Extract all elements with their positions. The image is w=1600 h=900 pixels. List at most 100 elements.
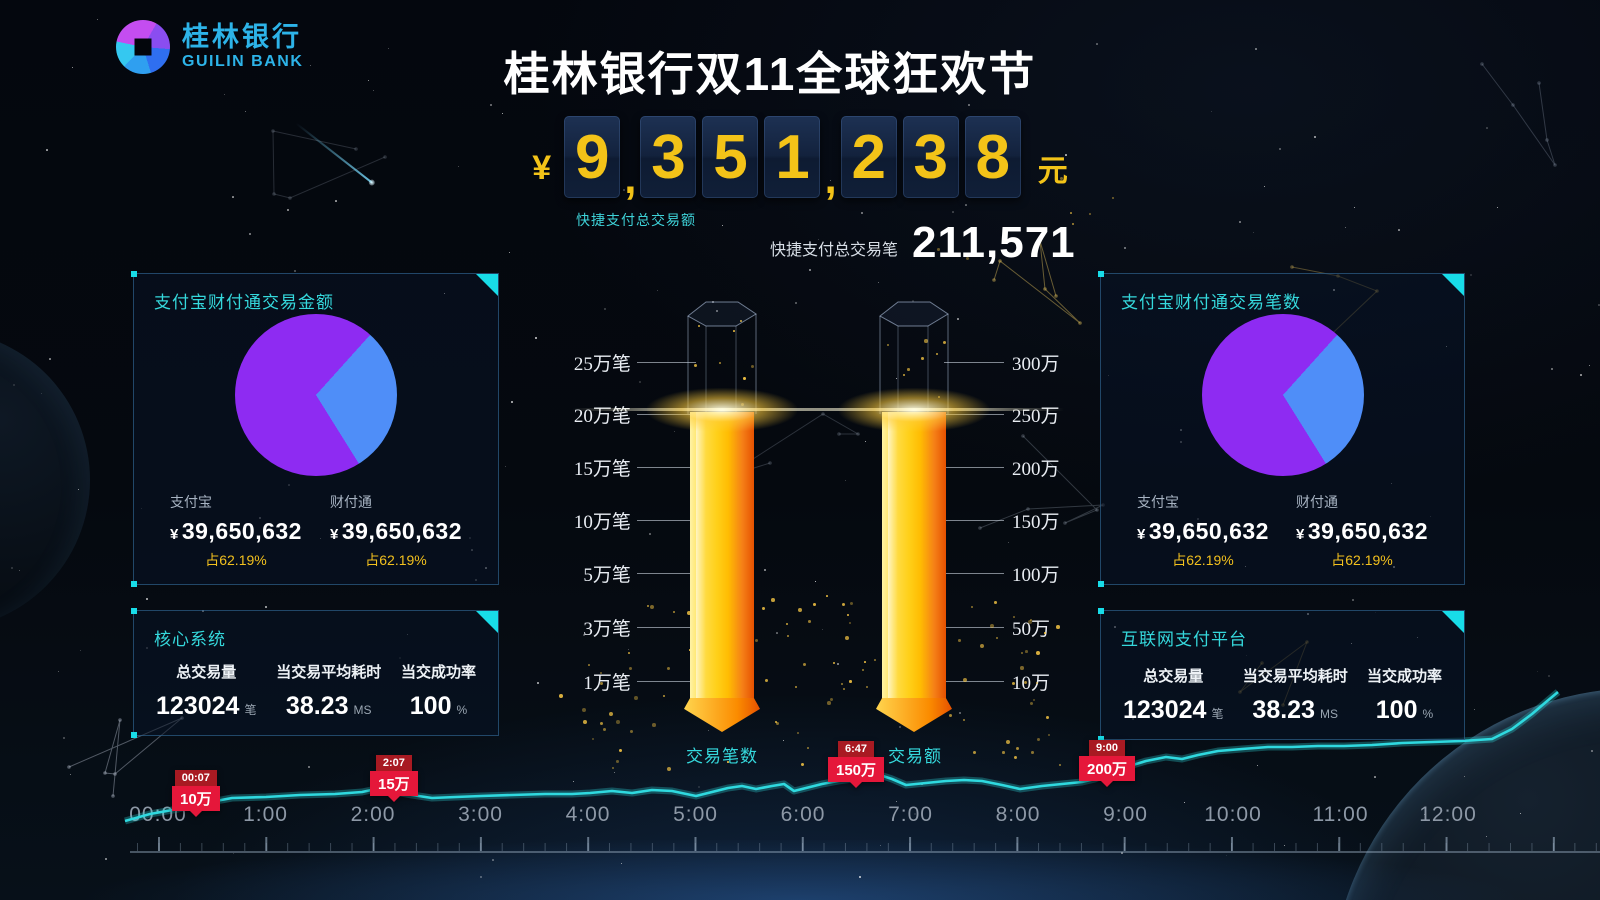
star-dot	[968, 104, 970, 106]
counter-digit: 9	[564, 116, 621, 198]
gold-particle	[1006, 740, 1010, 744]
axis-tick: 1万笔	[548, 670, 696, 694]
gold-particle	[864, 661, 866, 663]
star-dot	[49, 358, 51, 360]
star-dot	[146, 598, 149, 601]
axis-tick: 25万笔	[548, 351, 696, 375]
axis-tick-line	[636, 519, 696, 521]
axis-tick-label: 10万	[1012, 672, 1051, 694]
metric-label: 当交成功率	[1366, 668, 1442, 685]
star-dot	[1548, 675, 1551, 678]
hour-label: 1:00	[243, 803, 288, 826]
marker-tooltip: 9:00 200万	[1079, 740, 1136, 781]
axis-tick: 5万笔	[548, 562, 696, 586]
metric-unit: 笔	[1211, 707, 1224, 721]
star-dot	[63, 737, 65, 739]
axis-tick: 3万笔	[548, 616, 696, 640]
marker-value: 150万	[828, 757, 885, 782]
star-dot	[1345, 227, 1346, 228]
legend-item-tenpay: 财付通 ¥39,650,632 占62.19%	[330, 492, 462, 570]
star-dot	[639, 381, 642, 384]
currency-yen-symbol: ¥	[330, 526, 339, 543]
star-dot	[1589, 365, 1591, 367]
planet-left	[0, 330, 90, 630]
gold-particle	[647, 605, 650, 608]
star-dot	[815, 581, 816, 582]
gold-particle	[830, 698, 834, 702]
gold-particle	[1089, 213, 1092, 216]
star-dot	[722, 225, 723, 226]
bank-globe-icon	[116, 20, 170, 74]
gold-particle	[826, 595, 828, 597]
gold-particle	[1002, 751, 1005, 754]
axis-tick-label: 5万笔	[583, 564, 631, 586]
metric-label: 总交易量	[1143, 668, 1204, 685]
gold-particle	[1030, 702, 1034, 706]
star-dot	[1354, 207, 1355, 208]
legend-value: ¥39,650,632	[1137, 518, 1269, 545]
metric-value: 100	[1375, 696, 1418, 724]
gauge-bar-txn-amount	[764, 296, 1064, 766]
gold-particle	[843, 688, 845, 690]
currency-yen-symbol: ¥	[1137, 526, 1146, 543]
legend-value: ¥39,650,632	[1296, 518, 1428, 545]
metric-unit: %	[1422, 707, 1434, 721]
axis-tick-line	[944, 572, 1004, 574]
gold-particle	[849, 622, 852, 625]
gold-particle	[842, 603, 846, 607]
star-dot	[1008, 542, 1010, 544]
axis-tick-label: 100万	[1012, 564, 1060, 586]
gold-particle	[775, 721, 778, 724]
metric-unit: MS	[1319, 707, 1338, 721]
gold-particle	[1021, 652, 1024, 655]
legend-amount: 39,650,632	[1307, 518, 1428, 544]
axis-tick: 15万笔	[548, 456, 696, 480]
gold-particle	[787, 635, 789, 637]
bar-bottom-cap	[876, 698, 952, 732]
pie-legend: 支付宝 ¥39,650,632 占62.19% 财付通 ¥39,650,632 …	[1101, 492, 1464, 570]
bank-name: 桂林银行 GUILIN BANK	[182, 23, 303, 71]
star-dot	[1239, 221, 1242, 224]
star-dot	[249, 233, 252, 236]
legend-share: 占62.19%	[365, 552, 427, 568]
gold-particle	[616, 720, 620, 724]
timeline-ruler	[130, 830, 1600, 853]
metric-success-rate: 当交成功率 100%	[1367, 665, 1442, 725]
gold-particle	[849, 680, 852, 683]
gold-particle	[592, 738, 595, 741]
legend-label: 支付宝	[170, 494, 212, 510]
gold-particle	[1046, 716, 1049, 719]
gold-particle	[827, 701, 831, 705]
counter-comma: ,	[624, 154, 637, 203]
bar-glow	[839, 388, 989, 432]
axis-tick-label: 1万笔	[583, 672, 631, 694]
gold-particle	[1048, 734, 1050, 736]
axis-tick-label: 25万笔	[573, 353, 631, 375]
gold-particle	[755, 639, 758, 642]
corner-accent	[131, 271, 137, 277]
star-dot	[265, 606, 268, 609]
star-dot	[604, 308, 606, 310]
counter-digit: 3	[640, 116, 697, 198]
corner-accent	[1098, 581, 1104, 587]
axis-tick-line	[636, 466, 696, 468]
metric-value: 123024	[1123, 696, 1207, 724]
star-dot	[1257, 765, 1258, 766]
marker-time: 6:47	[838, 741, 875, 757]
axis-tick-label: 300万	[1012, 353, 1060, 375]
axis-tick-line	[944, 361, 1004, 363]
star-dot	[335, 200, 337, 202]
marker-value: 15万	[370, 771, 418, 796]
bar-bottom-cap	[684, 698, 760, 732]
hour-label: 7:00	[888, 803, 933, 826]
star-dot	[764, 569, 766, 571]
gold-particle	[583, 720, 587, 724]
hour-label: 8:00	[995, 803, 1041, 826]
gold-particle	[866, 686, 869, 689]
gold-particle	[797, 732, 799, 734]
star-dot	[1497, 207, 1499, 209]
metric-unit: 笔	[244, 703, 257, 717]
gold-particle	[795, 686, 798, 689]
panel-title: 支付宝财付通交易笔数	[1121, 293, 1301, 312]
star-dot	[294, 270, 297, 273]
